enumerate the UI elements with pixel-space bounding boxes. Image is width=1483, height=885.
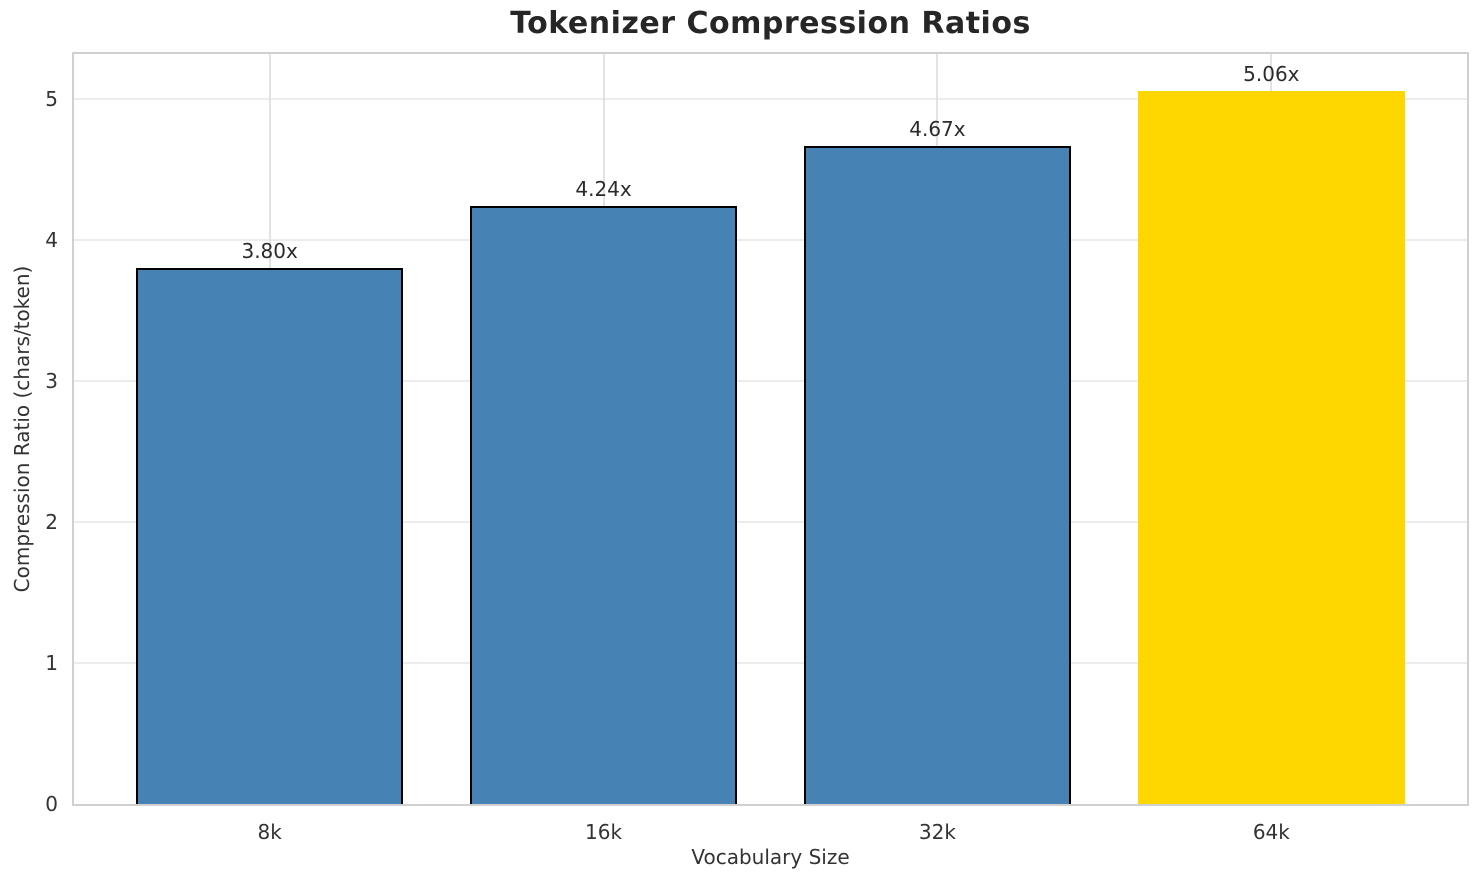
bar bbox=[803, 145, 1071, 804]
h-gridline bbox=[74, 239, 1467, 242]
chart-title: Tokenizer Compression Ratios bbox=[510, 6, 1031, 41]
h-gridline bbox=[74, 521, 1467, 524]
y-axis-label: Compression Ratio (chars/token) bbox=[10, 265, 34, 593]
plot-area: 3.80x 4.24x 4.67x 5.06x bbox=[72, 52, 1469, 806]
h-gridline bbox=[74, 662, 1467, 665]
y-tick-label: 1 bbox=[45, 651, 58, 676]
bar-value-label: 5.06x bbox=[1243, 61, 1300, 86]
h-gridline bbox=[74, 98, 1467, 101]
y-tick-label: 5 bbox=[45, 87, 58, 112]
y-tick-label: 3 bbox=[45, 369, 58, 394]
y-tick-label: 0 bbox=[45, 792, 58, 816]
y-tick-label: 4 bbox=[45, 228, 58, 253]
x-tick-label: 8k bbox=[257, 820, 282, 844]
bar-value-label: 4.67x bbox=[909, 116, 966, 141]
x-tick-label: 64k bbox=[1252, 820, 1290, 844]
bar bbox=[1137, 90, 1405, 804]
bar-value-label: 4.24x bbox=[575, 177, 632, 202]
x-tick-label: 16k bbox=[585, 820, 623, 844]
bar-value-label: 3.80x bbox=[241, 239, 298, 264]
bar bbox=[136, 268, 404, 804]
y-tick-label: 2 bbox=[45, 510, 58, 535]
h-gridline bbox=[74, 380, 1467, 383]
x-axis-label: Vocabulary Size bbox=[691, 845, 850, 869]
bar bbox=[469, 206, 738, 804]
x-tick-label: 32k bbox=[918, 820, 956, 844]
